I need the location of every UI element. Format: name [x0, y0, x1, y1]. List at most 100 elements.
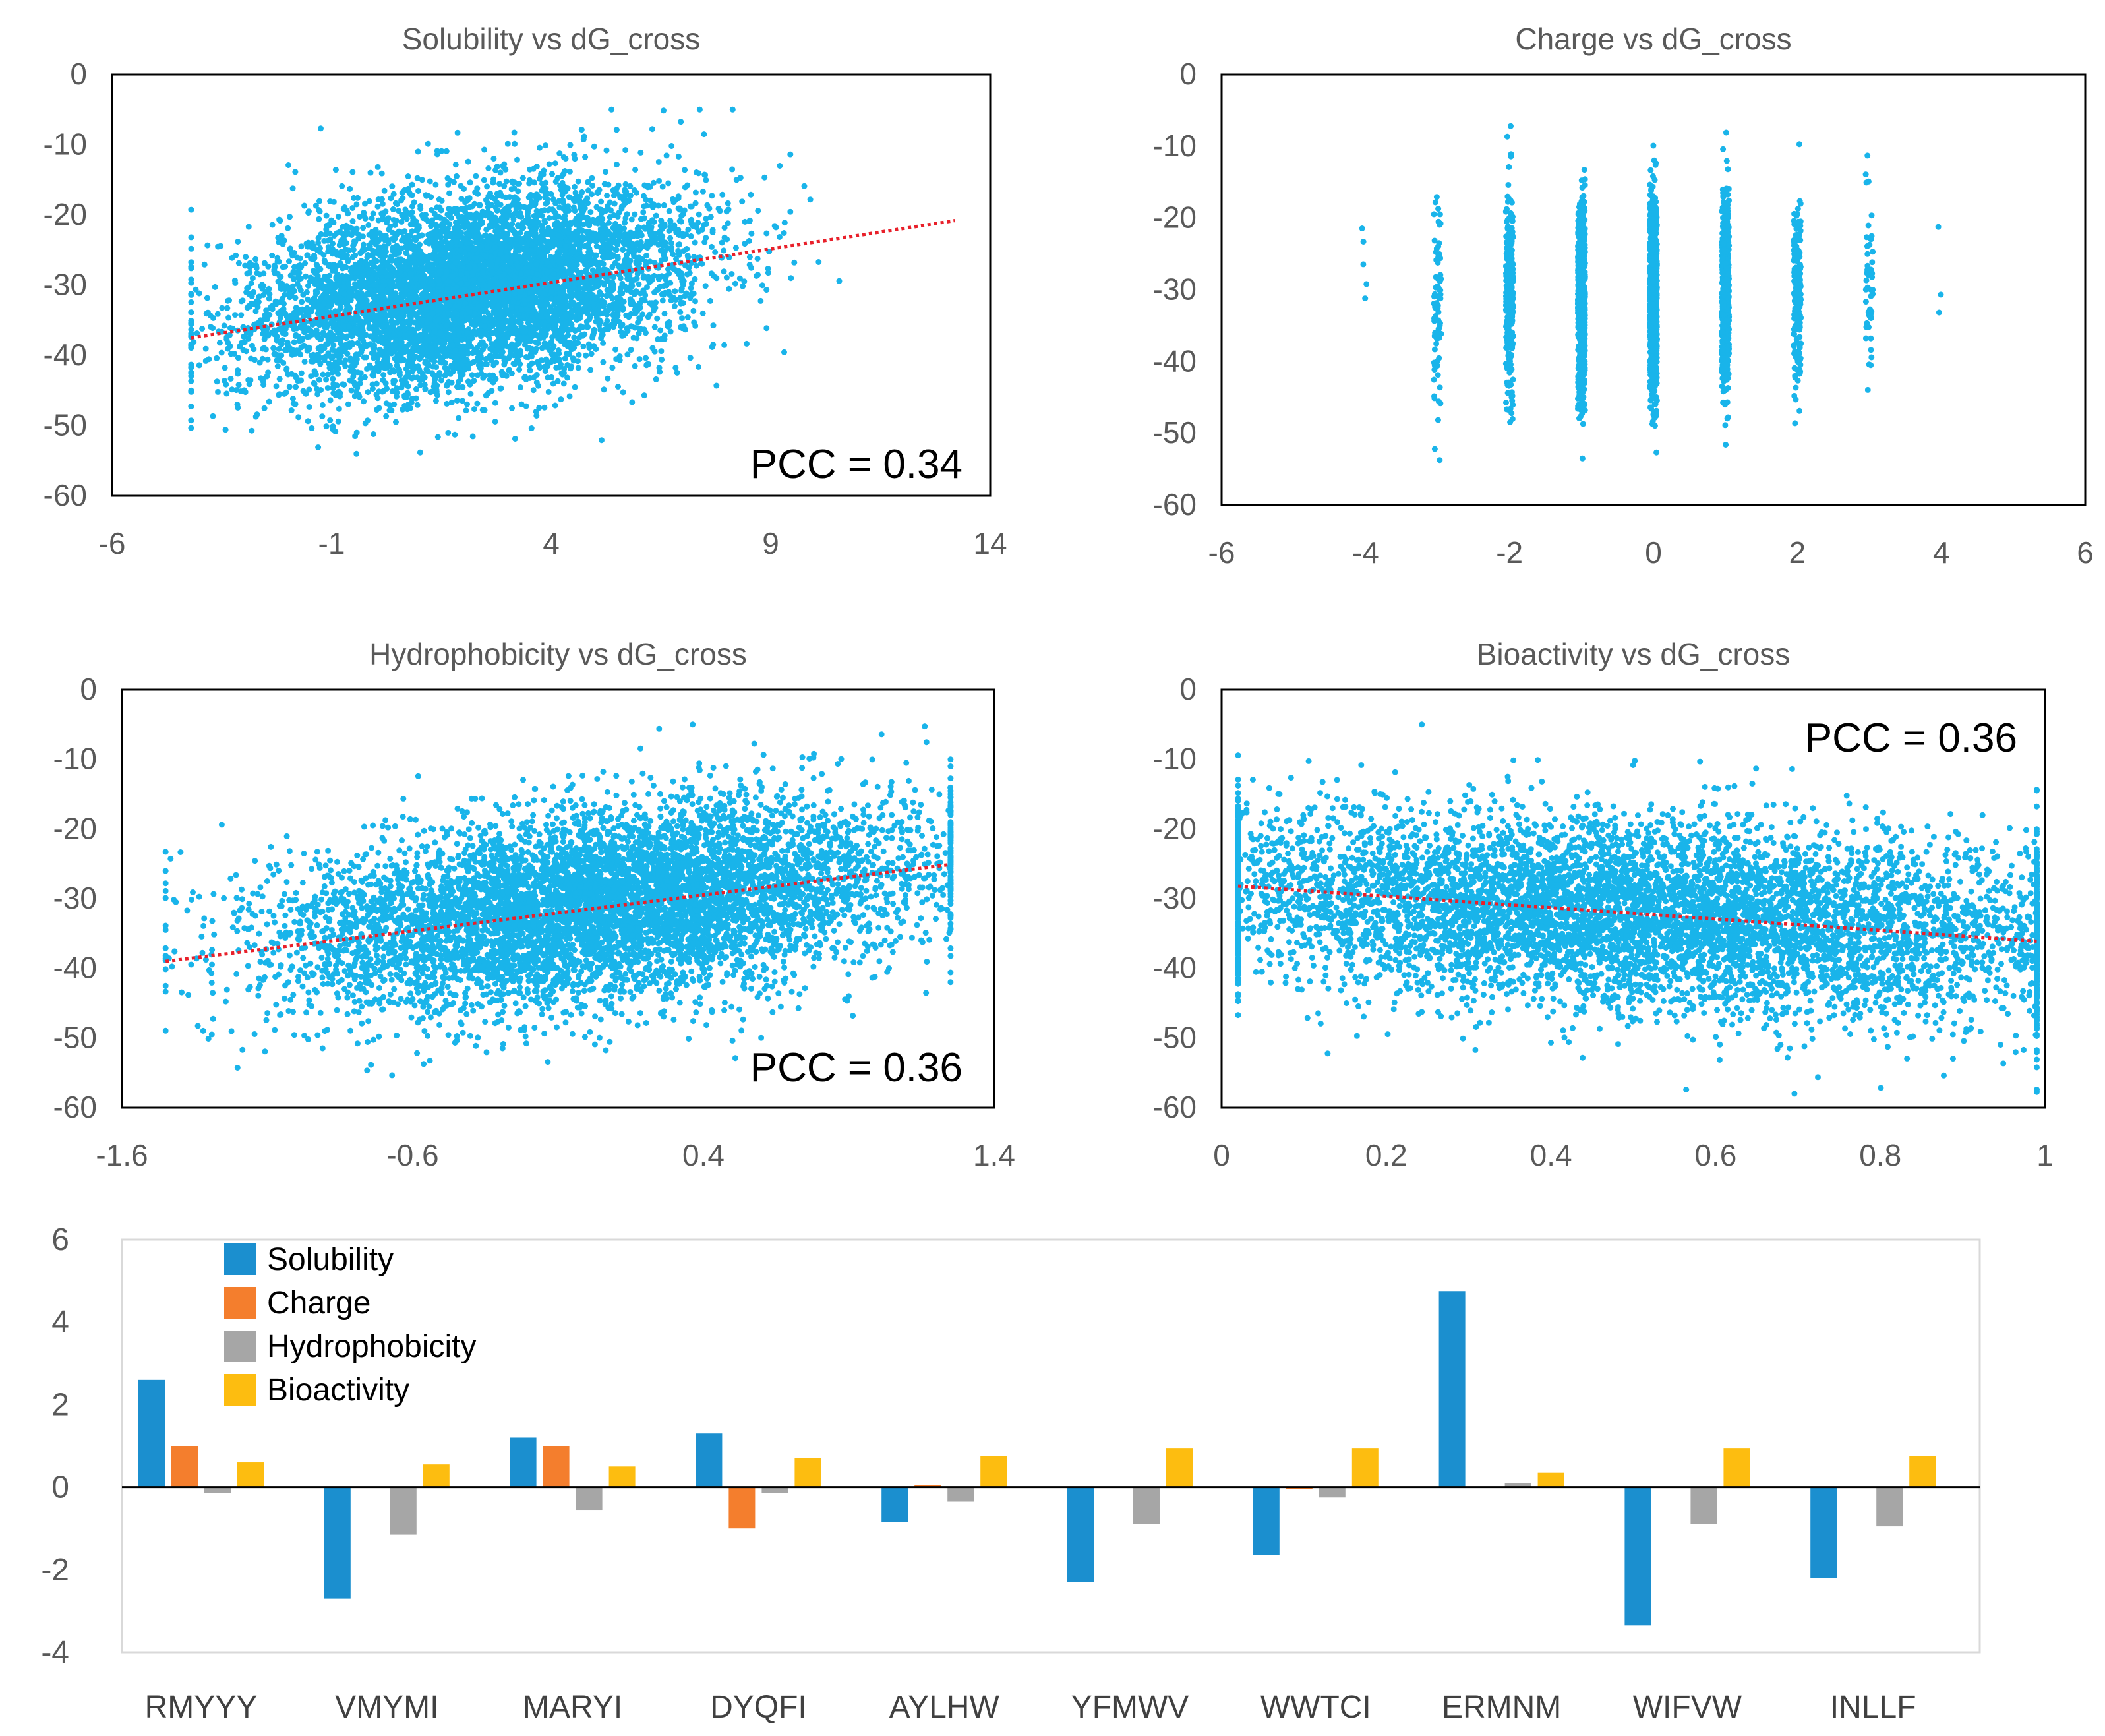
data-point: [417, 449, 423, 456]
data-point: [815, 259, 822, 265]
data-point: [369, 334, 376, 340]
data-point: [556, 150, 563, 157]
data-point: [266, 398, 272, 405]
data-point: [653, 376, 659, 382]
data-point: [347, 185, 353, 192]
data-point: [249, 275, 256, 282]
data-point: [422, 386, 429, 392]
data-point: [456, 415, 462, 421]
data-point: [414, 402, 421, 408]
data-point: [362, 420, 369, 427]
data-point: [188, 234, 194, 241]
data-point: [668, 240, 674, 247]
data-point: [729, 106, 736, 113]
data-point: [340, 381, 346, 388]
data-point: [233, 387, 239, 394]
data-point: [481, 146, 488, 153]
data-point: [703, 177, 709, 183]
data-point: [327, 397, 334, 404]
data-point: [280, 337, 285, 344]
data-point: [696, 211, 702, 218]
data-point: [570, 355, 577, 362]
data-point: [404, 390, 411, 396]
data-point: [235, 371, 241, 377]
data-point: [603, 169, 608, 175]
data-point: [521, 374, 528, 381]
data-point: [214, 311, 221, 317]
data-point: [221, 322, 227, 329]
data-point: [565, 332, 572, 338]
data-point: [656, 365, 663, 371]
data-point: [330, 376, 336, 382]
data-point: [609, 365, 616, 371]
data-point: [692, 189, 699, 196]
data-point: [527, 289, 534, 296]
data-point: [511, 129, 518, 136]
data-point: [436, 371, 442, 378]
data-point: [335, 418, 341, 425]
data-point: [188, 309, 194, 316]
data-point: [676, 218, 683, 224]
x-tick-label: -6: [99, 526, 126, 560]
data-point: [371, 431, 376, 437]
data-point: [314, 391, 321, 398]
data-point: [667, 235, 674, 241]
data-point: [469, 372, 475, 378]
y-tick-label: -40: [44, 338, 87, 372]
data-point: [678, 119, 684, 125]
data-point: [673, 229, 680, 236]
data-point: [196, 362, 202, 369]
data-point: [606, 220, 612, 226]
data-point: [287, 245, 293, 252]
data-point: [677, 295, 684, 301]
data-point: [454, 398, 460, 404]
data-point: [699, 226, 705, 233]
data-point: [581, 331, 588, 338]
data-point: [349, 218, 356, 224]
data-point: [724, 236, 730, 243]
data-point: [381, 187, 388, 194]
data-point: [613, 127, 620, 133]
data-point: [276, 376, 283, 382]
data-point: [528, 425, 535, 431]
data-point: [541, 330, 547, 336]
data-point: [432, 181, 439, 188]
data-point: [687, 355, 694, 361]
data-point: [632, 248, 638, 254]
data-point: [599, 310, 606, 316]
data-point: [510, 216, 517, 222]
data-point: [622, 147, 629, 154]
data-point: [276, 258, 282, 265]
data-point: [757, 297, 764, 304]
data-point: [387, 223, 394, 229]
data-point: [447, 177, 454, 184]
data-point: [599, 300, 606, 307]
data-point: [644, 284, 650, 291]
data-point: [504, 140, 511, 147]
data-point: [318, 295, 324, 301]
data-point: [717, 208, 723, 214]
data-point: [360, 320, 367, 326]
data-point: [748, 230, 755, 237]
data-point: [347, 268, 354, 274]
data-point: [264, 356, 271, 363]
data-point: [649, 126, 655, 133]
x-tick-label: 4: [543, 526, 560, 560]
data-point: [692, 298, 698, 305]
data-point: [647, 197, 653, 204]
data-point: [345, 210, 351, 217]
data-point: [587, 367, 594, 373]
data-point: [663, 152, 670, 159]
y-tick-label: 0: [70, 57, 87, 91]
data-point: [301, 202, 308, 209]
data-point: [245, 224, 252, 230]
data-point: [306, 344, 312, 351]
data-point: [661, 332, 668, 339]
data-point: [382, 208, 389, 215]
scatter-points: [188, 106, 843, 457]
data-point: [801, 183, 808, 189]
data-point: [500, 371, 507, 377]
data-point: [492, 376, 499, 382]
data-point: [216, 340, 223, 346]
data-point: [637, 149, 644, 156]
